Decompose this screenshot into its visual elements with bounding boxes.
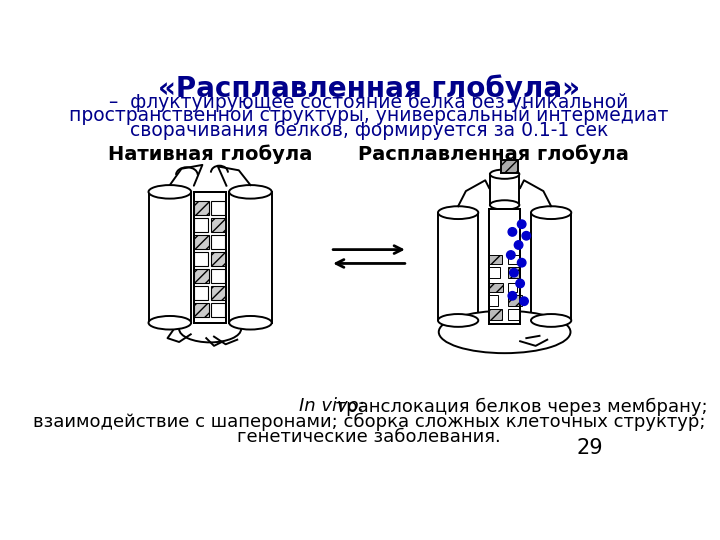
Text: «Расплавленная глобула»: «Расплавленная глобула» <box>158 74 580 103</box>
Bar <box>194 269 210 283</box>
Ellipse shape <box>490 170 519 179</box>
Bar <box>211 303 225 316</box>
Circle shape <box>518 220 526 228</box>
Bar <box>438 213 478 320</box>
Ellipse shape <box>531 314 571 327</box>
Bar <box>211 235 225 249</box>
Text: генетические заболевания.: генетические заболевания. <box>237 428 501 446</box>
Bar <box>508 255 518 264</box>
Text: транслокация белков через мембрану;: транслокация белков через мембрану; <box>330 397 708 416</box>
Circle shape <box>508 228 517 236</box>
Circle shape <box>514 241 523 249</box>
Bar <box>508 295 522 306</box>
Circle shape <box>522 232 531 240</box>
Circle shape <box>518 259 526 267</box>
Bar <box>489 295 498 306</box>
Ellipse shape <box>148 185 191 199</box>
Bar <box>211 201 225 215</box>
Ellipse shape <box>148 316 191 329</box>
Circle shape <box>520 297 528 306</box>
Text: пространственной структуры, универсальный интермедиат: пространственной структуры, универсальны… <box>69 106 669 125</box>
Bar <box>194 286 208 300</box>
Bar <box>490 174 519 205</box>
Bar <box>489 209 520 325</box>
Bar <box>194 192 226 323</box>
Ellipse shape <box>229 316 271 329</box>
Bar <box>194 218 208 232</box>
Circle shape <box>510 268 518 277</box>
Bar <box>194 303 210 316</box>
Bar <box>508 309 520 320</box>
Bar <box>194 192 226 323</box>
Bar <box>194 252 208 266</box>
Circle shape <box>508 292 517 300</box>
Text: In vivo:: In vivo: <box>300 397 365 415</box>
Bar <box>531 213 571 320</box>
Bar <box>489 255 502 264</box>
Bar <box>508 283 517 292</box>
Bar <box>489 209 520 325</box>
Bar <box>229 192 271 323</box>
Bar <box>508 267 520 278</box>
Circle shape <box>507 251 515 259</box>
Text: взаимодействие с шаперонами; сборка сложных клеточных структур;: взаимодействие с шаперонами; сборка слож… <box>32 413 706 431</box>
Text: –  флуктуирующее состояние белка без уникальной: – флуктуирующее состояние белка без уник… <box>109 92 629 112</box>
Bar <box>211 218 226 232</box>
Bar <box>489 309 502 320</box>
Bar <box>194 201 210 215</box>
Ellipse shape <box>438 311 570 353</box>
Bar <box>489 283 503 292</box>
Ellipse shape <box>229 185 271 199</box>
Bar <box>148 192 191 323</box>
Text: Нативная глобула: Нативная глобула <box>108 145 312 165</box>
Ellipse shape <box>438 206 478 219</box>
Bar <box>500 160 518 173</box>
Circle shape <box>516 279 524 288</box>
Bar <box>194 235 210 249</box>
Ellipse shape <box>531 206 571 219</box>
Ellipse shape <box>438 314 478 327</box>
Bar <box>211 269 225 283</box>
Text: сворачивания белков, формируется за 0.1-1 сек: сворачивания белков, формируется за 0.1-… <box>130 120 608 140</box>
Bar <box>211 286 226 300</box>
Text: 29: 29 <box>577 437 603 457</box>
Bar <box>489 267 500 278</box>
Bar <box>211 252 226 266</box>
Ellipse shape <box>490 200 519 210</box>
Text: Расплавленная глобула: Расплавленная глобула <box>358 145 629 165</box>
